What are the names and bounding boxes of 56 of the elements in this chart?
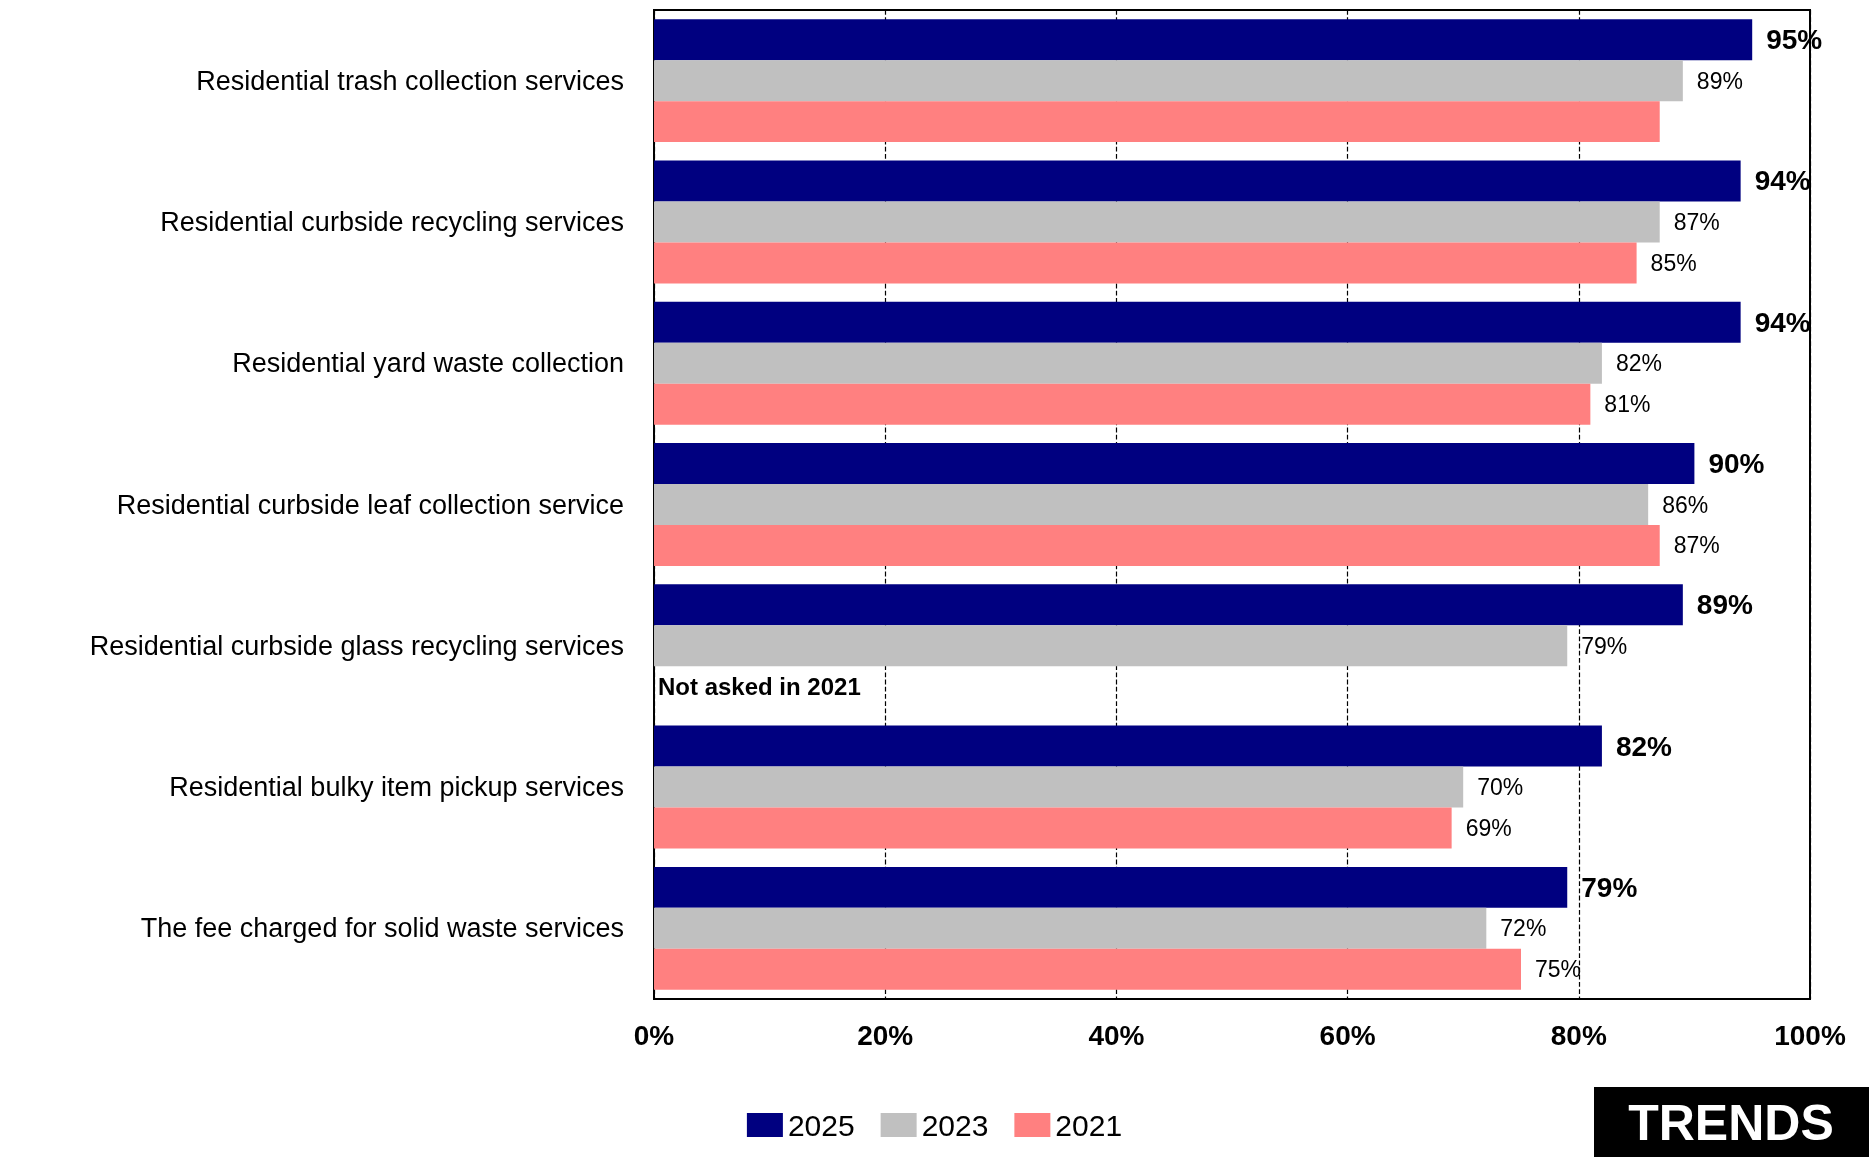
data-label: 94% — [1754, 306, 1811, 338]
y-tick-label: The fee charged for solid waste services — [140, 913, 624, 944]
x-tick-label: 100% — [1774, 1019, 1846, 1051]
bar — [654, 60, 1683, 102]
bar — [654, 101, 1660, 143]
legend-label: 2023 — [921, 1108, 989, 1142]
data-label: 79% — [1581, 871, 1638, 903]
bar — [654, 443, 1695, 485]
bar — [654, 866, 1568, 908]
bar — [654, 301, 1741, 343]
bar — [654, 383, 1591, 425]
x-tick-label: 20% — [857, 1019, 914, 1051]
x-tick-label: 40% — [1088, 1019, 1145, 1051]
data-label: 79% — [1581, 632, 1628, 659]
y-tick-label: Residential trash collection services — [196, 65, 624, 96]
bar — [654, 625, 1568, 667]
bar — [654, 484, 1649, 525]
bar — [654, 160, 1741, 202]
data-label: 87% — [1673, 208, 1720, 235]
data-label: 89% — [1696, 589, 1753, 621]
x-tick-label: 80% — [1550, 1019, 1607, 1051]
y-tick-label: Residential yard waste collection — [232, 348, 624, 379]
data-label: 94% — [1754, 165, 1811, 197]
data-label: 82% — [1615, 350, 1662, 377]
y-tick-label: Residential curbside recycling services — [160, 206, 624, 237]
data-label: 90% — [1708, 448, 1765, 480]
data-label: 72% — [1500, 915, 1547, 942]
data-label: 70% — [1477, 774, 1524, 801]
data-label: 86% — [1662, 491, 1709, 518]
data-label: 82% — [1615, 730, 1673, 762]
text: TRENDS — [1628, 1095, 1834, 1151]
bar — [654, 807, 1452, 849]
annotation: Not asked in 2021 — [658, 673, 861, 701]
data-label: 81% — [1604, 391, 1651, 418]
data-label: 89% — [1696, 67, 1743, 94]
data-label: 75% — [1535, 956, 1582, 983]
data-label: 85% — [1650, 249, 1697, 276]
bar — [654, 201, 1660, 243]
bar — [654, 766, 1464, 808]
bar — [654, 948, 1521, 990]
y-tick-label: Residential bulky item pickup services — [169, 772, 624, 803]
data-label: 87% — [1673, 532, 1720, 559]
bar — [654, 242, 1637, 284]
data-label: 69% — [1465, 815, 1512, 842]
y-tick-label: Residential curbside glass recycling services — [89, 630, 624, 661]
y-tick-label: Residential curbside leaf collection service — [116, 489, 624, 520]
legend-label: 2021 — [1055, 1108, 1123, 1142]
bar — [654, 524, 1660, 566]
legend-label: 2025 — [787, 1108, 855, 1142]
bar — [654, 584, 1683, 626]
bar — [654, 19, 1753, 61]
bar — [654, 342, 1602, 384]
bar — [654, 725, 1602, 767]
bar — [654, 907, 1487, 949]
x-tick-label: 0% — [633, 1019, 675, 1051]
x-tick-label: 60% — [1319, 1019, 1376, 1051]
